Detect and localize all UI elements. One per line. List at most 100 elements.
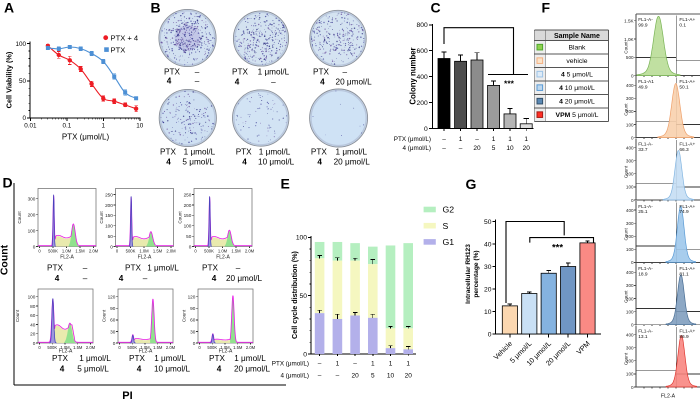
- svg-text:Colony number: Colony number: [409, 47, 418, 104]
- svg-text:0: 0: [631, 260, 634, 265]
- svg-text:G1: G1: [443, 237, 455, 247]
- svg-text:5 μmol/L: 5 μmol/L: [77, 365, 109, 374]
- svg-text:1 μmol/L: 1 μmol/L: [154, 354, 186, 363]
- svg-text:400: 400: [417, 74, 428, 81]
- svg-text:600: 600: [417, 48, 428, 55]
- svg-text:FL1-A+: FL1-A+: [679, 141, 695, 147]
- svg-text:25.1: 25.1: [638, 209, 648, 215]
- svg-text:Count: Count: [623, 103, 628, 116]
- svg-text:PTX: PTX: [160, 148, 176, 157]
- svg-text:FL1-A+: FL1-A+: [679, 328, 695, 334]
- svg-text:10: 10: [484, 309, 492, 316]
- svg-text:200: 200: [417, 100, 428, 107]
- svg-text:300: 300: [28, 197, 36, 202]
- svg-text:2.0M: 2.0M: [166, 345, 176, 350]
- svg-text:4: 4: [167, 77, 172, 86]
- svg-text:0: 0: [22, 115, 26, 122]
- svg-text:150: 150: [184, 213, 192, 218]
- svg-text:G2: G2: [443, 205, 455, 215]
- svg-text:–: –: [318, 361, 322, 368]
- svg-text:1.5M: 1.5M: [153, 248, 163, 253]
- svg-text:10 μmol/L: 10 μmol/L: [258, 158, 295, 167]
- svg-text:PTX: PTX: [209, 354, 225, 363]
- svg-text:1.0M: 1.0M: [220, 345, 230, 350]
- svg-text:250: 250: [105, 192, 113, 197]
- svg-text:0: 0: [118, 345, 121, 350]
- svg-text:FL2-A: FL2-A: [219, 349, 233, 355]
- svg-text:4: 4: [166, 158, 171, 167]
- svg-text:5 μmol/L: 5 μmol/L: [182, 158, 214, 167]
- svg-text:FL2-A: FL2-A: [60, 255, 74, 261]
- svg-text:1 μmol/L: 1 μmol/L: [234, 354, 266, 363]
- svg-text:Count: Count: [17, 211, 22, 224]
- svg-text:200: 200: [626, 172, 634, 177]
- svg-text:PTX: PTX: [311, 148, 327, 157]
- svg-text:D: D: [3, 175, 13, 191]
- svg-text:Cell cycle distribution (%): Cell cycle distribution (%): [290, 250, 299, 338]
- svg-text:500K: 500K: [126, 248, 136, 253]
- svg-text:800: 800: [417, 22, 428, 29]
- svg-text:PTX: PTX: [47, 264, 63, 273]
- svg-text:4 20 μmol/L: 4 20 μmol/L: [559, 99, 595, 106]
- svg-text:Count: Count: [15, 309, 20, 322]
- svg-text:PTX (μmol/L): PTX (μmol/L): [394, 136, 431, 143]
- svg-text:vehicle: vehicle: [566, 58, 587, 65]
- svg-text:5: 5: [371, 373, 375, 380]
- svg-text:4: 4: [317, 158, 322, 167]
- svg-text:60: 60: [190, 318, 196, 323]
- svg-text:1.5M: 1.5M: [75, 248, 85, 253]
- svg-text:1.5M: 1.5M: [153, 345, 163, 350]
- svg-text:100: 100: [626, 122, 634, 127]
- svg-text:FL1-A+: FL1-A+: [679, 79, 695, 85]
- svg-text:Count: Count: [623, 352, 628, 365]
- svg-text:150: 150: [105, 213, 113, 218]
- svg-text:–: –: [475, 136, 479, 143]
- svg-text:1 μmol/L: 1 μmol/L: [336, 148, 368, 157]
- svg-text:100: 100: [184, 224, 192, 229]
- svg-text:–: –: [83, 264, 88, 273]
- svg-text:PTX (μmol/L): PTX (μmol/L): [272, 361, 309, 368]
- svg-text:300: 300: [626, 283, 634, 288]
- svg-text:FL1-A+: FL1-A+: [679, 266, 695, 272]
- svg-text:50: 50: [108, 234, 114, 239]
- svg-text:20: 20: [473, 145, 481, 152]
- svg-text:200: 200: [105, 203, 113, 208]
- svg-text:4: 4: [60, 365, 65, 374]
- svg-text:500K: 500K: [127, 345, 137, 350]
- svg-text:2.0M: 2.0M: [89, 248, 99, 253]
- svg-text:30: 30: [110, 329, 116, 334]
- svg-text:–: –: [271, 78, 276, 87]
- svg-text:PTX: PTX: [111, 46, 126, 55]
- svg-text:500K: 500K: [47, 345, 57, 350]
- svg-text:0: 0: [110, 244, 113, 249]
- svg-text:0: 0: [33, 244, 36, 249]
- svg-text:4: 4: [212, 274, 217, 283]
- svg-text:90: 90: [190, 306, 196, 311]
- svg-text:–: –: [195, 77, 200, 86]
- svg-text:4: 4: [242, 158, 247, 167]
- svg-text:500K: 500K: [48, 248, 58, 253]
- svg-text:–: –: [143, 274, 148, 283]
- svg-text:50: 50: [484, 219, 492, 226]
- svg-text:2.0M: 2.0M: [245, 248, 255, 253]
- svg-text:1.5M: 1.5M: [231, 248, 241, 253]
- svg-text:0.1: 0.1: [679, 22, 686, 28]
- svg-text:50: 50: [186, 234, 192, 239]
- svg-text:FL2-A: FL2-A: [661, 394, 676, 400]
- svg-text:40: 40: [484, 241, 492, 248]
- svg-text:200: 200: [626, 234, 634, 239]
- svg-text:Count: Count: [0, 244, 11, 275]
- svg-text:FL1-A-: FL1-A-: [638, 328, 653, 334]
- svg-text:–: –: [442, 145, 446, 152]
- svg-text:Count: Count: [178, 211, 183, 224]
- svg-text:100: 100: [626, 185, 634, 190]
- svg-text:1: 1: [508, 136, 512, 143]
- svg-text:1.5K: 1.5K: [624, 19, 634, 24]
- svg-text:Count: Count: [623, 41, 628, 54]
- svg-text:20: 20: [523, 145, 531, 152]
- svg-text:20 μmol/L: 20 μmol/L: [336, 78, 373, 87]
- svg-text:86.9: 86.9: [679, 334, 689, 340]
- svg-text:100: 100: [626, 247, 634, 252]
- svg-text:1 μmol/L: 1 μmol/L: [259, 148, 291, 157]
- svg-text:4: 4: [137, 365, 142, 374]
